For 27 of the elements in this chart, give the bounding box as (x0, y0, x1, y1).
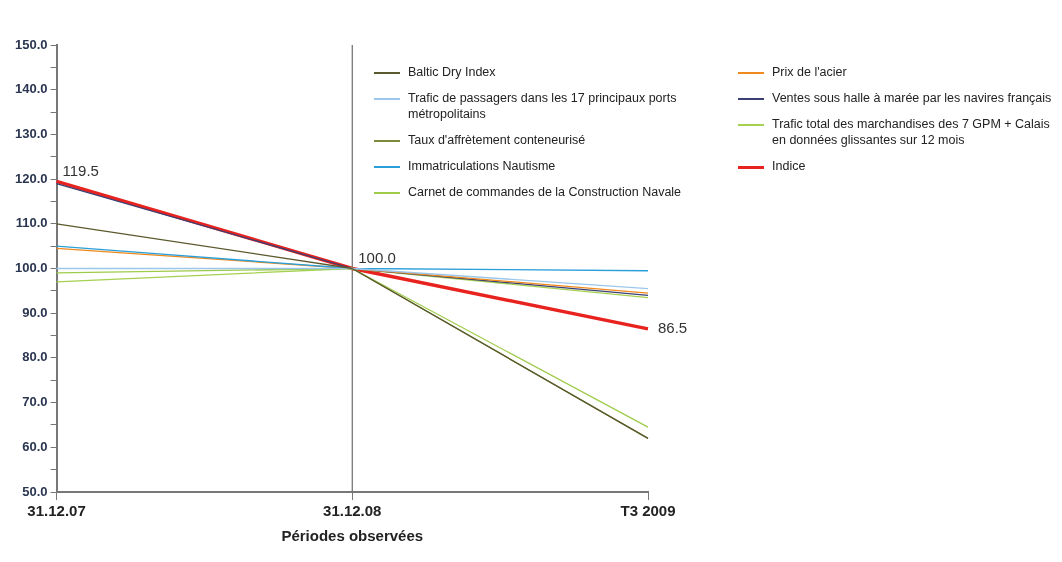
x-tick-label: 31.12.07 (27, 502, 86, 520)
data-label: 86.5 (658, 318, 688, 336)
y-tick-label: 100.0 (14, 260, 48, 276)
legend-label: Carnet de commandes de la Construction Navale (408, 184, 682, 200)
y-tick-label: 80.0 (22, 349, 48, 365)
data-label: 100.0 (358, 249, 396, 267)
legend-label: Trafic de passagers dans les 17 principaux ports métropolitains (408, 90, 678, 122)
legend-label: Indice (772, 158, 806, 174)
data-label: 119.5 (62, 161, 99, 179)
legend-label: Prix de l'acier (772, 64, 847, 80)
x-tick-label: T3 2009 (620, 502, 676, 520)
legend-label: Immatriculations Nautisme (408, 158, 556, 174)
legend-label: Ventes sous halle à marée par les navires français (772, 90, 1052, 106)
y-tick-label: 60.0 (22, 438, 48, 454)
y-tick-label: 130.0 (14, 125, 48, 141)
legend-label: Baltic Dry Index (408, 64, 496, 80)
y-tick-label: 110.0 (15, 215, 48, 231)
x-tick-label: 31.12.08 (323, 502, 382, 520)
y-tick-label: 70.0 (22, 394, 48, 410)
y-tick-label: 150.0 (14, 36, 48, 52)
y-tick-label: 120.0 (14, 170, 48, 186)
legend-label: Trafic total des marchandises des 7 GPM + Calais en données glissantes sur 12 mois (772, 116, 1051, 148)
y-tick-label: 90.0 (22, 304, 48, 320)
legend-label: Taux d'affrètement conteneurisé (408, 132, 586, 148)
y-tick-label: 140.0 (14, 81, 48, 97)
x-axis-title: Périodes observées (281, 527, 424, 545)
y-tick-label: 50.0 (22, 483, 48, 499)
